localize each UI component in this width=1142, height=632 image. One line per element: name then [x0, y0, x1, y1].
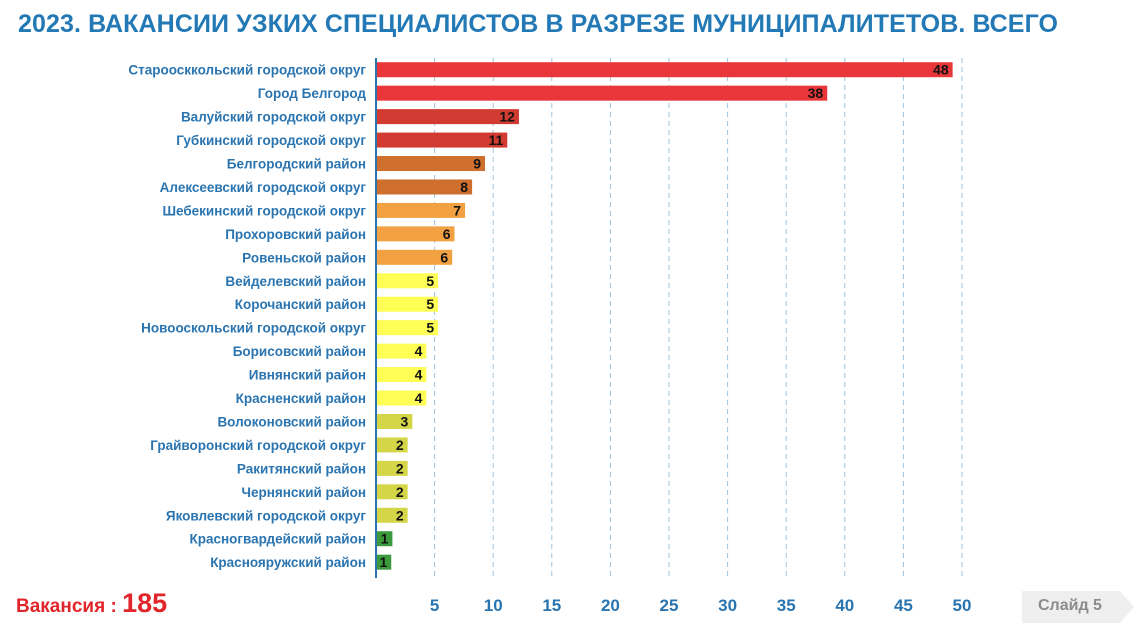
bar — [377, 62, 953, 78]
slide-badge-shape — [1022, 591, 1134, 623]
value-label: 2 — [396, 507, 404, 523]
category-label: Староосккольский городской округ — [128, 63, 366, 78]
value-label: 2 — [396, 437, 404, 453]
value-label: 6 — [443, 226, 451, 242]
category-labels: Староосккольский городской округ Город Бе… — [128, 63, 366, 570]
bar — [377, 296, 439, 312]
bar — [377, 437, 408, 453]
x-tick-label: 20 — [601, 596, 620, 615]
bar — [377, 156, 485, 172]
total-value: 185 — [122, 588, 168, 618]
category-label: Грайворонский городской округ — [150, 438, 366, 453]
bar — [377, 554, 392, 570]
x-tick-label: 5 — [430, 596, 439, 615]
category-label: Волоконовский район — [217, 414, 366, 429]
bar — [377, 484, 408, 500]
x-tick-label: 50 — [953, 596, 972, 615]
total-vacancies: Вакансия : 185 — [16, 588, 167, 619]
bar — [377, 249, 453, 265]
category-label: Борисовский район — [233, 344, 366, 359]
value-label: 1 — [379, 554, 387, 570]
category-label: Чернянский район — [242, 485, 367, 500]
value-label: 9 — [473, 156, 481, 172]
value-label: 5 — [426, 273, 434, 289]
x-tick-label: 25 — [660, 596, 679, 615]
x-tick-label: 40 — [835, 596, 854, 615]
bar — [377, 367, 427, 383]
value-label: 11 — [488, 132, 503, 148]
bar — [377, 226, 455, 242]
value-label: 5 — [426, 320, 434, 336]
bars — [377, 62, 953, 570]
category-label: Ракитянский район — [237, 461, 366, 476]
value-label: 3 — [401, 413, 409, 429]
value-label: 4 — [415, 367, 423, 383]
bar — [377, 273, 439, 289]
category-label: Вейделевский район — [225, 274, 366, 289]
x-tick-label: 35 — [777, 596, 796, 615]
category-label: Корочанский район — [235, 297, 366, 312]
chart-title: 2023. ВАКАНСИИ УЗКИХ СПЕЦИАЛИСТОВ В РАЗР… — [18, 10, 1059, 38]
x-tick-label: 45 — [894, 596, 913, 615]
category-label: Шебекинский городской округ — [162, 203, 366, 218]
total-label: Вакансия : — [16, 596, 123, 617]
category-label: Ивнянский район — [249, 368, 366, 383]
slide-label: Слайд 5 — [1038, 597, 1102, 614]
category-label: Ровеньской район — [242, 250, 366, 265]
value-label: 4 — [415, 343, 423, 359]
value-label: 1 — [381, 531, 389, 547]
bar — [377, 202, 466, 218]
gridlines — [434, 58, 963, 578]
value-label: 12 — [499, 109, 515, 125]
x-tick-label: 10 — [484, 596, 503, 615]
x-tick-label: 15 — [542, 596, 561, 615]
bar — [377, 109, 519, 125]
value-label: 8 — [460, 179, 468, 195]
bar — [377, 132, 508, 148]
value-label: 4 — [415, 390, 423, 406]
bar — [377, 85, 828, 101]
bar — [377, 507, 408, 523]
category-label: Красненский район — [236, 391, 366, 406]
value-label: 38 — [808, 85, 824, 101]
value-label: 2 — [396, 484, 404, 500]
x-axis-tick-labels: 5 10 15 20 25 30 35 40 45 50 — [430, 596, 972, 615]
category-label: Прохоровский район — [225, 227, 366, 242]
bar — [377, 179, 473, 195]
bar — [377, 460, 408, 476]
value-label: 48 — [933, 62, 949, 78]
bar — [377, 343, 427, 359]
value-label: 5 — [426, 296, 434, 312]
bar — [377, 413, 413, 429]
bar — [377, 320, 439, 336]
category-label: Новооскольский городской округ — [141, 321, 366, 336]
slide-number-badge: Слайд 5 — [1022, 591, 1134, 623]
category-label: Город Белгород — [258, 86, 367, 101]
category-label: Валуйский городской округ — [181, 110, 366, 125]
category-label: Губкинский городской округ — [176, 133, 366, 148]
x-tick-label: 30 — [718, 596, 737, 615]
category-label: Яковлевский городской округ — [166, 508, 366, 523]
category-label: Краснояружский район — [210, 555, 366, 570]
bar — [377, 531, 393, 547]
category-label: Алексеевский городской округ — [160, 180, 367, 195]
category-label: Белгородский район — [227, 157, 366, 172]
value-label: 6 — [440, 249, 448, 265]
value-label: 2 — [396, 460, 404, 476]
category-label: Красногвардейский район — [189, 532, 366, 547]
value-label: 7 — [453, 202, 461, 218]
bar — [377, 390, 427, 406]
